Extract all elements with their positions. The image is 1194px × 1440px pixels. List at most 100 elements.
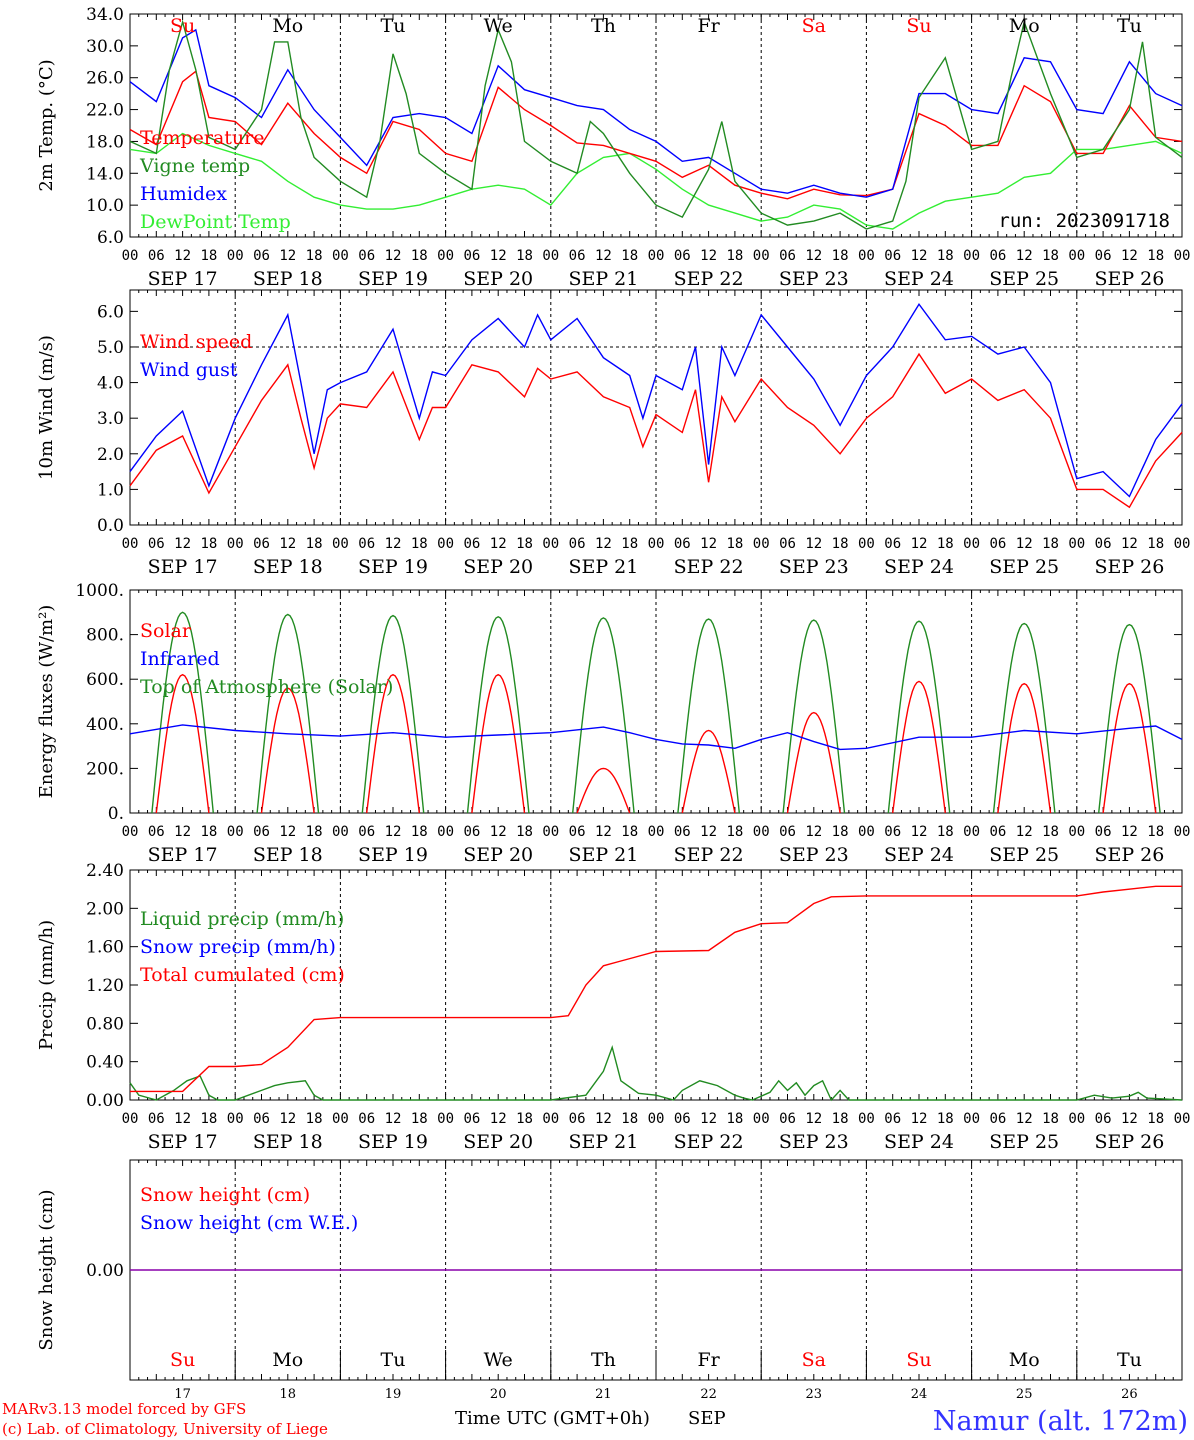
weekday-label: Su: [906, 15, 931, 37]
hour-tick-label: 12: [385, 824, 402, 840]
weekday-label: Th: [591, 15, 616, 37]
series-infrared: [129, 724, 1183, 751]
hour-tick-label: 18: [1147, 248, 1164, 264]
hour-tick-label: 12: [279, 1111, 296, 1127]
hour-tick-label: 06: [779, 1111, 796, 1127]
date-label: SEP 24: [884, 1131, 954, 1153]
series-top-of-atmosphere: [256, 613, 320, 814]
hour-tick-label: 00: [753, 1111, 770, 1127]
date-label: SEP 18: [253, 268, 323, 290]
series-solar: [892, 680, 946, 814]
y-tick-label: 26.0: [86, 69, 124, 89]
hour-tick-label: 06: [253, 536, 270, 552]
date-label: SEP 23: [779, 268, 849, 290]
series-humidex: [129, 28, 1183, 198]
hour-tick-label: 00: [437, 248, 454, 264]
hour-tick-label: 18: [726, 248, 743, 264]
date-label: SEP 21: [568, 1131, 638, 1153]
hour-tick-label: 12: [490, 248, 507, 264]
date-label: SEP 21: [568, 268, 638, 290]
day-number-label: 21: [595, 1387, 612, 1402]
hour-tick-label: 18: [832, 1111, 849, 1127]
month-label: SEP: [688, 1408, 726, 1429]
hour-tick-label: 00: [1174, 536, 1191, 552]
date-label: SEP 22: [674, 268, 744, 290]
y-tick-label: 3.0: [97, 409, 124, 429]
hour-tick-label: 18: [411, 248, 428, 264]
legend-entry: Total cumulated (cm): [140, 964, 345, 986]
hour-tick-label: 06: [253, 248, 270, 264]
hour-tick-label: 06: [1095, 248, 1112, 264]
hour-tick-label: 06: [674, 248, 691, 264]
hour-tick-label: 18: [937, 536, 954, 552]
date-label: SEP 19: [358, 844, 428, 866]
y-axis-title: Snow height (cm): [36, 1189, 57, 1350]
date-label: SEP 17: [148, 268, 218, 290]
weekday-label: Tu: [1117, 15, 1142, 37]
y-tick-label: 6.0: [97, 228, 124, 248]
hour-tick-label: 06: [779, 248, 796, 264]
hour-tick-label: 06: [989, 248, 1006, 264]
panel-frames: [129, 13, 1183, 1381]
date-label: SEP 24: [884, 556, 954, 578]
hour-tick-label: 06: [674, 536, 691, 552]
date-label: SEP 25: [989, 268, 1059, 290]
hour-tick-label: 18: [937, 248, 954, 264]
weekday-label: Mo: [1009, 1349, 1040, 1371]
legend-entry: Snow precip (mm/h): [140, 936, 336, 958]
hour-tick-label: 00: [122, 248, 139, 264]
legend-entry: Wind speed: [140, 331, 252, 353]
hour-tick-label: 12: [700, 536, 717, 552]
hour-tick-label: 00: [1068, 1111, 1085, 1127]
y-tick-label: 14.0: [86, 164, 124, 184]
legend-entry: Top of Atmosphere (Solar): [140, 676, 393, 698]
date-label: SEP 20: [463, 844, 533, 866]
hour-tick-label: 18: [621, 1111, 638, 1127]
weekday-label: Fr: [697, 1349, 720, 1371]
series-solar: [576, 767, 631, 814]
date-label: SEP 19: [358, 1131, 428, 1153]
hour-tick-label: 12: [490, 536, 507, 552]
hour-tick-label: 18: [306, 536, 323, 552]
hour-tick-label: 12: [1121, 1111, 1138, 1127]
hour-tick-label: 00: [122, 1111, 139, 1127]
hour-tick-label: 18: [1147, 536, 1164, 552]
hour-tick-label: 06: [463, 824, 480, 840]
hour-tick-label: 12: [595, 536, 612, 552]
series-solar: [681, 729, 736, 814]
hour-tick-label: 00: [1174, 248, 1191, 264]
hour-tick-label: 06: [1095, 1111, 1112, 1127]
lab-credit: (c) Lab. of Climatology, University of L…: [2, 1420, 328, 1438]
date-label: SEP 23: [779, 556, 849, 578]
hour-tick-label: 18: [621, 248, 638, 264]
hour-tick-label: 12: [279, 536, 296, 552]
hour-tick-label: 12: [385, 536, 402, 552]
hour-tick-label: 00: [963, 1111, 980, 1127]
series-total-cumulated: [130, 885, 1182, 1093]
date-label: SEP 25: [989, 556, 1059, 578]
weekday-label: We: [484, 1349, 513, 1371]
hour-tick-label: 12: [1121, 248, 1138, 264]
date-label: SEP 19: [358, 556, 428, 578]
hour-tick-label: 00: [753, 824, 770, 840]
hour-tick-label: 12: [911, 824, 928, 840]
hour-tick-label: 18: [621, 824, 638, 840]
date-label: SEP 20: [463, 1131, 533, 1153]
series-lines: [129, 19, 1183, 1271]
series-top-of-atmosphere: [677, 618, 740, 814]
weekday-label: Su: [170, 15, 195, 37]
y-tick-label: 0.0: [97, 516, 124, 536]
hour-tick-label: 00: [648, 824, 665, 840]
hour-tick-label: 06: [989, 1111, 1006, 1127]
model-credit: MARv3.13 model forced by GFS: [2, 1400, 246, 1418]
hour-tick-label: 18: [726, 1111, 743, 1127]
hour-tick-label: 12: [174, 248, 191, 264]
hour-tick-label: 00: [1174, 824, 1191, 840]
hour-tick-label: 18: [832, 536, 849, 552]
hour-tick-label: 00: [542, 1111, 559, 1127]
weekday-label: Mo: [272, 15, 303, 37]
hour-tick-label: 18: [937, 1111, 954, 1127]
hour-tick-label: 00: [858, 536, 875, 552]
hour-tick-label: 18: [516, 824, 533, 840]
hour-tick-label: 12: [911, 536, 928, 552]
